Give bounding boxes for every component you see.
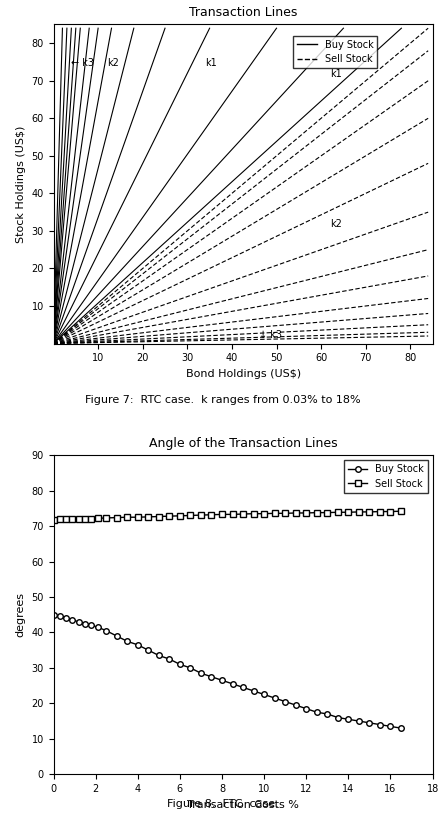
Buy Stock	[167, 654, 172, 664]
Sell Stock	[70, 514, 75, 524]
Buy Stock	[188, 663, 193, 673]
Buy Stock	[356, 716, 362, 726]
Buy Stock	[95, 622, 100, 632]
Line: Buy Stock: Buy Stock	[51, 612, 404, 731]
Sell Stock	[156, 512, 161, 522]
Sell Stock	[325, 508, 330, 518]
Sell Stock	[367, 507, 372, 517]
Buy Stock	[367, 718, 372, 728]
Buy Stock	[63, 614, 69, 623]
Buy Stock	[230, 679, 235, 689]
Sell Stock	[293, 508, 298, 518]
Buy Stock	[83, 619, 88, 628]
Buy Stock	[325, 709, 330, 719]
Sell Stock	[198, 510, 204, 520]
Sell Stock	[335, 508, 341, 518]
Sell Stock	[89, 513, 94, 523]
Sell Stock	[167, 511, 172, 521]
Sell Stock	[135, 513, 140, 522]
Text: k2: k2	[330, 219, 342, 229]
Text: ← k3: ← k3	[71, 58, 95, 68]
Buy Stock	[198, 668, 204, 678]
Buy Stock	[377, 720, 383, 729]
Sell Stock	[145, 512, 151, 522]
Title: Angle of the Transaction Lines: Angle of the Transaction Lines	[149, 437, 337, 450]
Sell Stock	[209, 510, 214, 520]
Y-axis label: degrees: degrees	[16, 593, 26, 637]
Sell Stock	[398, 506, 404, 516]
Sell Stock	[314, 508, 319, 518]
Sell Stock	[95, 513, 100, 523]
Buy Stock	[314, 707, 319, 717]
Buy Stock	[156, 650, 161, 660]
Text: Figure 7:  RTC case.  k ranges from 0.03% to 18%: Figure 7: RTC case. k ranges from 0.03% …	[85, 395, 361, 405]
Buy Stock	[51, 610, 56, 619]
Text: Figure 8:  FTC  case.: Figure 8: FTC case.	[167, 799, 279, 808]
X-axis label: Bond Holdings (US$): Bond Holdings (US$)	[186, 369, 301, 379]
Buy Stock	[398, 723, 404, 733]
Text: ↓ k3: ↓ k3	[259, 330, 282, 340]
Buy Stock	[114, 631, 120, 641]
Sell Stock	[251, 509, 256, 518]
Text: k1: k1	[205, 58, 217, 68]
Sell Stock	[356, 507, 362, 517]
Buy Stock	[89, 620, 94, 630]
Buy Stock	[251, 686, 256, 696]
Sell Stock	[51, 515, 56, 525]
Buy Stock	[177, 659, 182, 669]
Sell Stock	[114, 513, 120, 522]
Sell Stock	[240, 509, 246, 519]
Buy Stock	[145, 645, 151, 655]
X-axis label: Transaction Costs %: Transaction Costs %	[187, 800, 299, 809]
Sell Stock	[177, 511, 182, 521]
Buy Stock	[135, 640, 140, 650]
Sell Stock	[282, 509, 288, 518]
Sell Stock	[63, 514, 69, 524]
Sell Stock	[57, 514, 62, 524]
Buy Stock	[240, 682, 246, 692]
Sell Stock	[304, 508, 309, 518]
Legend: Buy Stock, Sell Stock: Buy Stock, Sell Stock	[293, 36, 377, 68]
Buy Stock	[346, 715, 351, 725]
Buy Stock	[388, 721, 393, 731]
Buy Stock	[282, 697, 288, 707]
Sell Stock	[346, 508, 351, 518]
Buy Stock	[219, 676, 225, 685]
Sell Stock	[76, 514, 82, 524]
Sell Stock	[124, 513, 130, 522]
Title: Transaction Lines: Transaction Lines	[189, 7, 297, 19]
Sell Stock	[188, 510, 193, 520]
Text: k1: k1	[330, 69, 342, 79]
Buy Stock	[209, 672, 214, 681]
Legend: Buy Stock, Sell Stock: Buy Stock, Sell Stock	[344, 460, 428, 493]
Line: Sell Stock: Sell Stock	[51, 509, 404, 522]
Buy Stock	[124, 637, 130, 646]
Buy Stock	[272, 693, 277, 703]
Buy Stock	[57, 611, 62, 621]
Sell Stock	[83, 513, 88, 523]
Sell Stock	[377, 507, 383, 517]
Buy Stock	[103, 626, 109, 636]
Buy Stock	[261, 689, 267, 699]
Sell Stock	[219, 509, 225, 519]
Y-axis label: Stock Holdings (US$): Stock Holdings (US$)	[16, 126, 26, 243]
Sell Stock	[230, 509, 235, 519]
Buy Stock	[293, 700, 298, 710]
Sell Stock	[272, 509, 277, 518]
Text: k2: k2	[107, 58, 119, 68]
Buy Stock	[335, 712, 341, 722]
Buy Stock	[76, 617, 82, 627]
Buy Stock	[70, 615, 75, 625]
Sell Stock	[103, 513, 109, 523]
Sell Stock	[388, 507, 393, 517]
Buy Stock	[304, 704, 309, 714]
Sell Stock	[261, 509, 267, 518]
